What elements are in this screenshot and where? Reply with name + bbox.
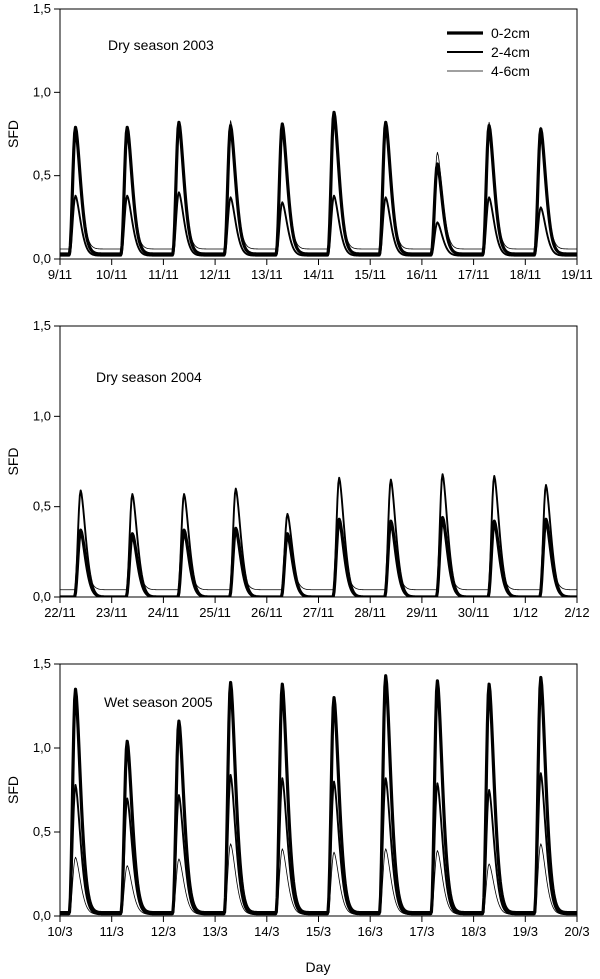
legend: 0-2cm 2-4cm 4-6cm	[447, 25, 530, 79]
y-tick-label: 1,0	[33, 84, 51, 99]
x-tick-label: 17/11	[458, 267, 490, 282]
y-tick-label: 0,0	[33, 251, 51, 266]
x-tick-label: 12/11	[199, 267, 231, 282]
x-tick-label: 18/3	[461, 924, 486, 939]
y-axis-label: SFD	[5, 448, 21, 476]
series-4-6cm-line	[60, 843, 577, 915]
y-tick-label: 1,5	[33, 1, 51, 16]
series-4-6cm-line	[60, 524, 577, 591]
y-axis-label: SFD	[5, 776, 21, 804]
x-tick-label: 2/12	[564, 605, 589, 620]
y-tick-label: 0,0	[33, 908, 51, 923]
y-tick-label: 1,0	[33, 408, 51, 423]
y-axis-label: SFD	[5, 120, 21, 148]
x-tick-label: 11/11	[148, 267, 179, 282]
y-tick-label: 0,5	[33, 499, 51, 514]
x-tick-label: 10/3	[47, 924, 72, 939]
x-tick-label: 22/11	[44, 605, 76, 620]
x-tick-label: 25/11	[199, 605, 231, 620]
x-tick-label: 20/3	[564, 924, 589, 939]
x-tick-label: 15/3	[306, 924, 331, 939]
series-2-4cm-line	[60, 473, 577, 597]
x-tick-label: 27/11	[303, 605, 335, 620]
x-tick-label: 28/11	[354, 605, 386, 620]
season-annotation: Dry season 2003	[108, 37, 214, 53]
x-tick-label: 10/11	[96, 267, 128, 282]
x-tick-label: 15/11	[354, 267, 386, 282]
x-axis-label: Day	[306, 959, 331, 975]
series-0-2cm-line	[60, 674, 577, 915]
x-tick-label: 13/3	[202, 924, 227, 939]
series-4-6cm-line	[60, 118, 577, 250]
x-tick-label: 14/11	[303, 267, 335, 282]
legend-label: 0-2cm	[491, 25, 530, 41]
panel-3: 0,0 0,5 1,0 1,5 10/3 11/3 12/3 13/3 14/3 15/3 16/3…	[5, 656, 590, 939]
x-tick-label: 9/11	[48, 267, 72, 282]
y-tick-label: 1,5	[33, 318, 51, 333]
panel-1: 0,0 0,5 1,0 1,5 9/11 10/11 11/11 12/11 13/11 14/1…	[5, 1, 593, 282]
series-0-2cm-line	[60, 110, 577, 256]
x-tick-label: 11/3	[100, 924, 124, 939]
x-tick-label: 13/11	[251, 267, 283, 282]
x-tick-label: 19/11	[561, 267, 593, 282]
x-tick-label: 18/11	[510, 267, 542, 282]
x-tick-label: 30/11	[458, 605, 490, 620]
season-annotation: Dry season 2004	[96, 369, 202, 385]
x-tick-label: 17/3	[409, 924, 434, 939]
y-tick-label: 0,5	[33, 824, 51, 839]
x-tick-label: 23/11	[96, 605, 128, 620]
legend-label: 4-6cm	[491, 63, 530, 79]
x-tick-label: 26/11	[251, 605, 283, 620]
y-tick-label: 0,0	[33, 589, 51, 604]
x-tick-label: 19/3	[513, 924, 538, 939]
x-tick-label: 16/11	[406, 267, 438, 282]
y-tick-label: 0,5	[33, 168, 51, 183]
x-tick-label: 12/3	[151, 924, 176, 939]
y-tick-label: 1,0	[33, 740, 51, 755]
legend-label: 2-4cm	[491, 44, 530, 60]
series-2-4cm-line	[60, 191, 577, 257]
x-tick-label: 29/11	[406, 605, 438, 620]
season-annotation: Wet season 2005	[104, 694, 213, 710]
x-tick-label: 14/3	[254, 924, 279, 939]
x-tick-label: 1/12	[513, 605, 538, 620]
series-2-4cm-line	[60, 772, 577, 916]
y-tick-label: 1,5	[33, 656, 51, 671]
x-tick-label: 24/11	[148, 605, 180, 620]
x-tick-label: 16/3	[358, 924, 383, 939]
panel-2: 0,0 0,5 1,0 1,5 22/11 23/11 24/11 25/11 26/11 27/…	[5, 318, 590, 620]
